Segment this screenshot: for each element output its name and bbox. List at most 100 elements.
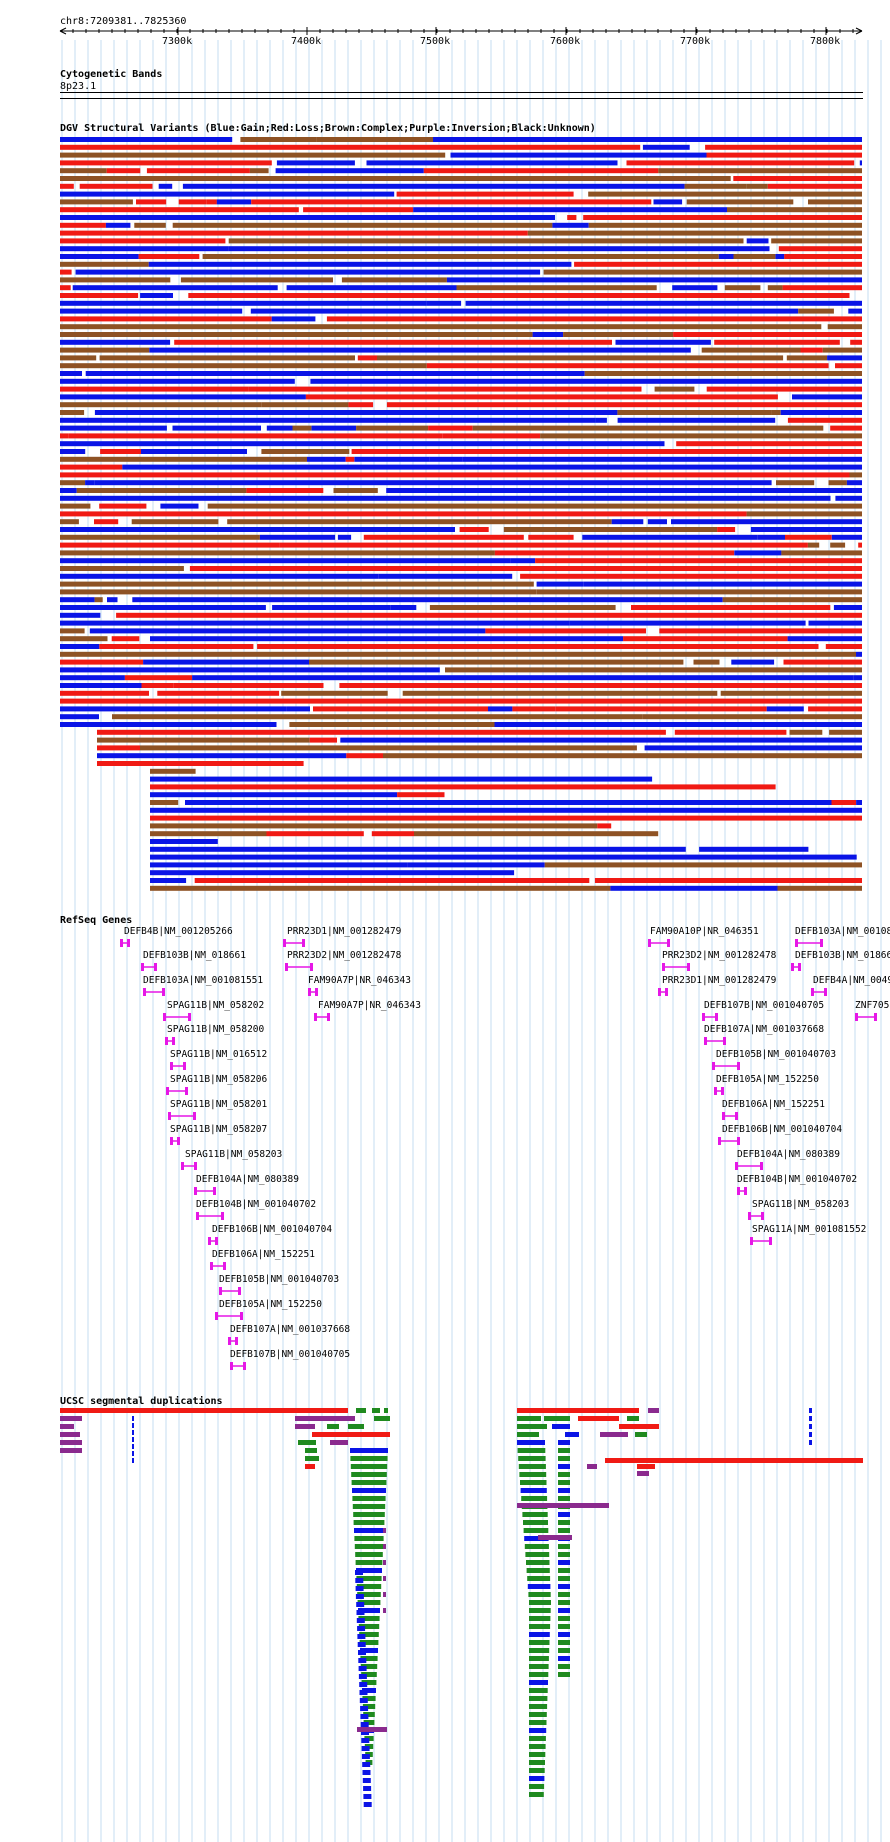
sv-feature[interactable] [60,714,99,720]
sv-feature[interactable] [734,550,782,556]
sv-feature[interactable] [141,449,247,454]
sv-feature[interactable] [60,215,555,220]
sv-feature[interactable] [60,269,72,275]
sv-feature[interactable] [615,339,711,345]
segdup-feature[interactable] [558,1528,570,1533]
segdup-feature[interactable] [351,1472,387,1477]
gene-exon[interactable] [210,1262,213,1270]
segdup-feature[interactable] [358,1624,380,1629]
sv-feature[interactable] [494,722,863,727]
sv-feature[interactable] [60,495,831,501]
segdup-feature[interactable] [356,1602,365,1607]
gene-label[interactable]: DEFB107A|NM_001037668 [230,1324,350,1335]
sv-feature[interactable] [731,659,775,665]
gene-label[interactable]: DEFB107B|NM_001040705 [704,1000,824,1011]
sv-feature[interactable] [60,332,533,337]
sv-feature[interactable] [780,410,862,415]
sv-feature[interactable] [792,394,862,400]
sv-feature[interactable] [357,355,377,361]
segdup-feature[interactable] [358,1658,367,1663]
sv-feature[interactable] [60,402,262,408]
sv-feature[interactable] [279,542,808,548]
gene-exon[interactable] [737,1062,740,1070]
sv-feature[interactable] [60,355,97,361]
segdup-feature[interactable] [552,1424,570,1429]
segdup-feature[interactable] [132,1437,134,1442]
sv-feature[interactable] [459,527,489,532]
sv-feature[interactable] [60,581,534,587]
sv-feature[interactable] [699,846,809,852]
sv-feature[interactable] [60,394,306,400]
segdup-feature[interactable] [357,1642,366,1647]
sv-feature[interactable] [60,300,427,306]
sv-feature[interactable] [158,183,173,189]
gene-label[interactable]: DEFB106B|NM_001040704 [722,1124,842,1135]
sv-feature[interactable] [527,230,862,236]
segdup-feature[interactable] [558,1632,570,1637]
sv-feature[interactable] [216,199,252,205]
sv-feature[interactable] [292,425,312,431]
sv-feature[interactable] [722,597,862,603]
sv-feature[interactable] [60,285,71,291]
segdup-feature[interactable] [350,1456,388,1461]
sv-feature[interactable] [835,495,862,501]
sv-feature[interactable] [248,386,642,392]
sv-feature[interactable] [597,823,612,829]
sv-feature[interactable] [528,534,574,540]
gene-label[interactable]: DEFB4A|NM_004942 [813,975,890,986]
segdup-feature[interactable] [809,1440,812,1445]
gene-label[interactable]: DEFB105A|NM_152250 [716,1074,819,1085]
sv-feature[interactable] [800,347,823,353]
segdup-feature[interactable] [360,1656,378,1661]
sv-feature[interactable] [718,254,734,259]
segdup-feature[interactable] [627,1416,639,1421]
sv-feature[interactable] [808,199,862,205]
gene-exon[interactable] [712,1062,715,1070]
sv-feature[interactable] [194,878,590,883]
sv-feature[interactable] [631,605,831,610]
sv-feature[interactable] [830,542,846,548]
segdup-feature[interactable] [383,1528,386,1533]
segdup-feature[interactable] [529,1768,545,1773]
gene-exon[interactable] [172,1037,175,1045]
sv-feature[interactable] [60,168,107,174]
segdup-feature[interactable] [521,1496,548,1501]
segdup-feature[interactable] [558,1576,570,1581]
sv-feature[interactable] [259,534,336,540]
sv-feature[interactable] [150,870,515,876]
sv-feature[interactable] [68,433,443,439]
segdup-feature[interactable] [518,1456,546,1461]
gene-exon[interactable] [154,963,157,971]
gene-exon[interactable] [127,939,130,947]
segdup-feature[interactable] [635,1432,647,1437]
segdup-feature[interactable] [809,1408,812,1413]
gene-exon[interactable] [193,1112,196,1120]
sv-feature[interactable] [85,371,585,376]
sv-feature[interactable] [207,503,862,509]
gene-exon[interactable] [188,1013,191,1021]
sv-feature[interactable] [850,339,862,345]
sv-feature[interactable] [150,800,179,805]
sv-feature[interactable] [60,698,839,704]
sv-feature[interactable] [617,417,776,423]
gene-label[interactable]: ZNF705 [855,1000,889,1011]
sv-feature[interactable] [540,433,862,439]
segdup-feature[interactable] [529,1648,550,1653]
sv-feature[interactable] [378,573,513,579]
sv-feature[interactable] [594,878,862,883]
segdup-feature[interactable] [528,1592,551,1597]
segdup-feature[interactable] [360,1706,369,1711]
sv-feature[interactable] [423,168,659,174]
gene-exon[interactable] [662,963,665,971]
sv-feature[interactable] [413,207,727,213]
segdup-feature[interactable] [60,1432,80,1437]
sv-feature[interactable] [266,425,293,431]
sv-feature[interactable] [397,792,445,798]
sv-feature[interactable] [138,254,200,259]
gene-label[interactable]: DEFB104B|NM_001040702 [196,1199,316,1210]
segdup-feature[interactable] [524,1536,549,1541]
sv-feature[interactable] [825,644,862,649]
gene-label[interactable]: DEFB103B|NM_018661 [143,950,246,961]
sv-feature[interactable] [150,885,611,891]
sv-feature[interactable] [428,425,473,431]
